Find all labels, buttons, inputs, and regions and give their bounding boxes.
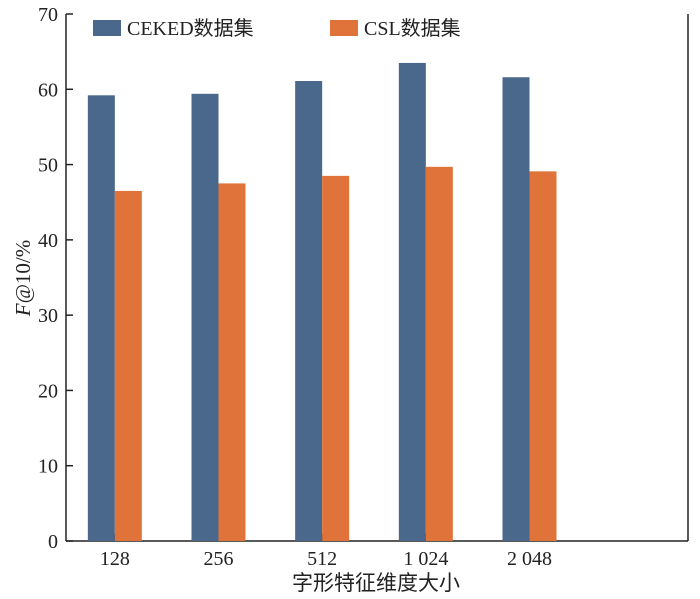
- y-tick-label: 50: [38, 155, 58, 177]
- y-tick-label: 0: [48, 531, 58, 553]
- y-tick-label: 70: [38, 4, 58, 26]
- bars: [87, 62, 557, 542]
- y-tick-label: 10: [38, 456, 58, 478]
- y-tick-label: 30: [38, 305, 58, 327]
- y-tick-label: 60: [38, 79, 58, 101]
- y-tick-label: 40: [38, 230, 58, 252]
- bar-ceked: [87, 95, 115, 542]
- bar-ceked: [502, 77, 530, 542]
- y-tick-label: 20: [38, 380, 58, 402]
- y-axis-label-rest: @10/%: [11, 240, 35, 304]
- bar-csl: [425, 166, 453, 541]
- bar-csl: [114, 190, 142, 541]
- bar-csl: [218, 183, 246, 541]
- bar-csl: [529, 171, 557, 541]
- axes: 0 10 20 30 40 50 60 70 128 256 512 1 024 2 048: [38, 4, 689, 570]
- bar-ceked: [398, 62, 426, 541]
- x-tick-label: 2 048: [507, 548, 552, 570]
- legend-swatch: [93, 20, 121, 36]
- legend-label: CSL数据集: [364, 17, 461, 40]
- x-tick-label: 256: [204, 548, 234, 570]
- bar-ceked: [191, 93, 219, 541]
- x-tick-label: 128: [100, 548, 130, 570]
- y-axis-label: F@10/%: [11, 240, 35, 318]
- x-axis-label: 字形特征维度大小: [292, 571, 460, 595]
- y-axis-label-italic: F: [11, 303, 35, 317]
- bar-ceked: [295, 81, 323, 542]
- x-tick-label: 512: [307, 548, 337, 570]
- legend-label: CEKED数据集: [127, 17, 254, 40]
- legend: CEKED数据集 CSL数据集: [93, 17, 461, 40]
- x-tick-label: 1 024: [403, 548, 448, 570]
- legend-swatch: [330, 20, 358, 36]
- bar-csl: [322, 175, 350, 541]
